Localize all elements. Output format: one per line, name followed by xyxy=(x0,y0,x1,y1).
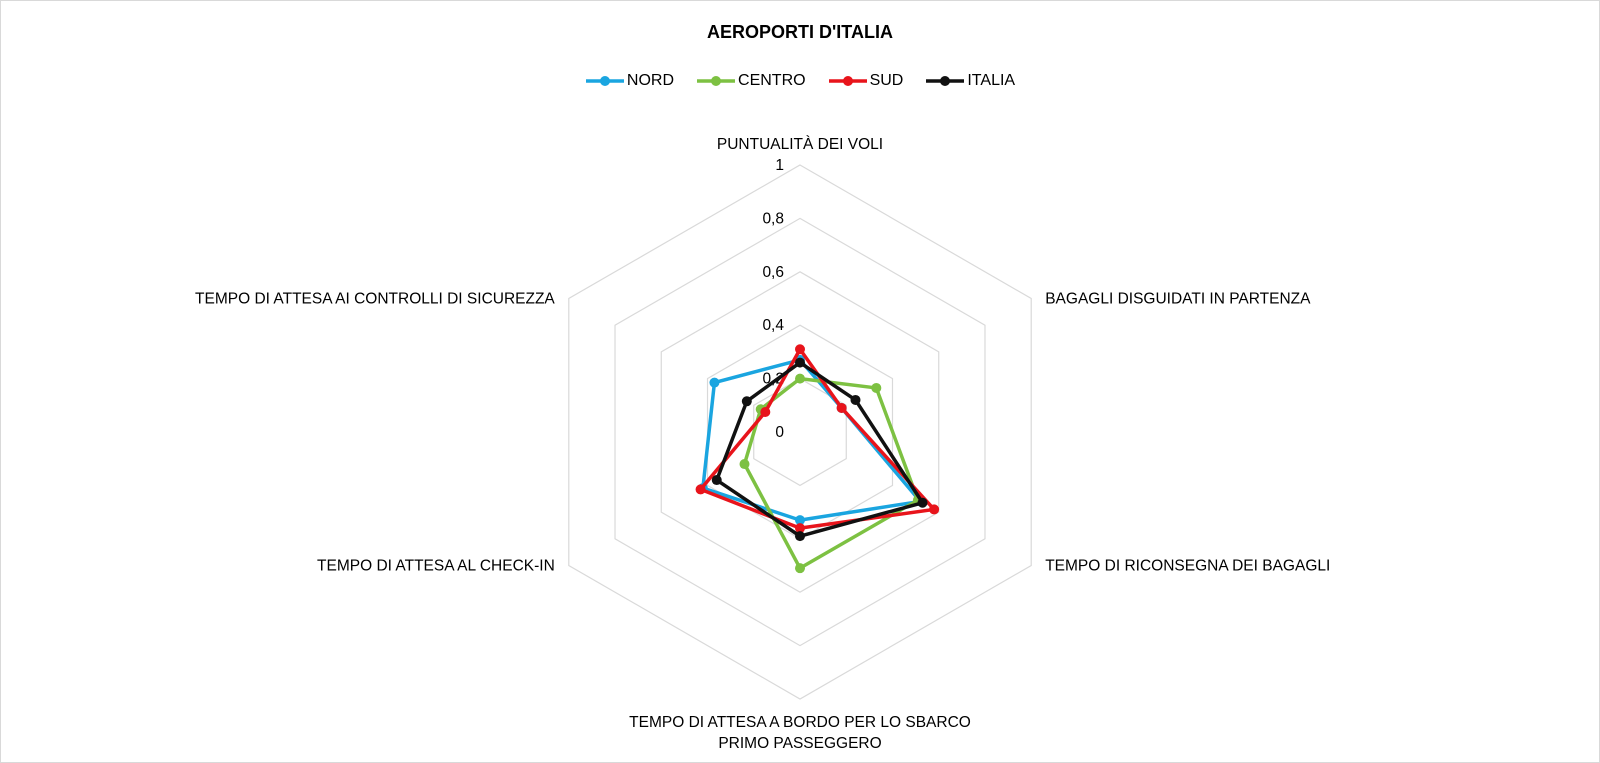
data-point xyxy=(795,531,805,542)
series-line xyxy=(701,358,922,522)
axis-label: PUNTUALITÀ DEI VOLI xyxy=(717,136,883,153)
tick-label: 0,4 xyxy=(762,317,784,334)
data-point xyxy=(795,563,805,574)
legend-label: SUD xyxy=(869,72,904,89)
tick-label: 0,2 xyxy=(762,371,784,388)
data-point xyxy=(760,406,771,417)
axis-label: TEMPO DI ATTESA A BORDO PER LO SBARCO xyxy=(629,714,971,731)
data-point xyxy=(795,344,805,355)
legend-item: ITALIA xyxy=(925,72,1015,90)
data-point xyxy=(741,396,752,407)
tick-label: 1 xyxy=(775,157,784,174)
data-point xyxy=(795,515,805,526)
legend-item: NORD xyxy=(585,72,674,90)
axis-label: PRIMO PASSEGGERO xyxy=(718,735,881,752)
legend-label: ITALIA xyxy=(967,72,1016,89)
grid-ring xyxy=(660,271,940,593)
chart-title: AEROPORTI D'ITALIA xyxy=(707,22,893,42)
legend-swatch xyxy=(828,76,867,86)
axis-label: TEMPO DI ATTESA AL CHECK-IN xyxy=(317,558,555,575)
data-point xyxy=(739,459,750,470)
legend-swatch xyxy=(697,76,736,86)
grid-ring xyxy=(568,164,1032,700)
grid-ring xyxy=(614,217,986,647)
axis-label: TEMPO DI RICONSEGNA DEI BAGAGLI xyxy=(1045,558,1330,575)
legend-label: NORD xyxy=(626,72,675,89)
legend: NORD CENTRO SUD ITALIA xyxy=(0,72,1600,90)
tick-label: 0,6 xyxy=(762,264,784,281)
tick-label: 0 xyxy=(775,424,784,441)
data-point xyxy=(795,357,805,368)
data-point xyxy=(917,497,928,508)
data-point xyxy=(795,523,805,534)
axis-label: TEMPO DI ATTESA AI CONTROLLI DI SICUREZZ… xyxy=(195,291,555,308)
legend-item: SUD xyxy=(828,72,904,90)
data-point xyxy=(836,402,847,413)
grid-ring xyxy=(753,377,847,487)
data-point xyxy=(695,484,706,495)
tick-label: 0,8 xyxy=(762,210,784,227)
legend-label: CENTRO xyxy=(738,72,806,89)
axis-label: BAGAGLI DISGUIDATI IN PARTENZA xyxy=(1045,291,1311,308)
legend-swatch xyxy=(585,76,624,86)
data-point xyxy=(929,504,940,515)
data-point xyxy=(711,475,722,486)
legend-item: CENTRO xyxy=(696,72,806,90)
data-point xyxy=(709,377,720,388)
data-point xyxy=(871,382,882,393)
data-point xyxy=(850,394,861,405)
legend-swatch xyxy=(926,76,965,86)
data-point xyxy=(795,373,805,384)
